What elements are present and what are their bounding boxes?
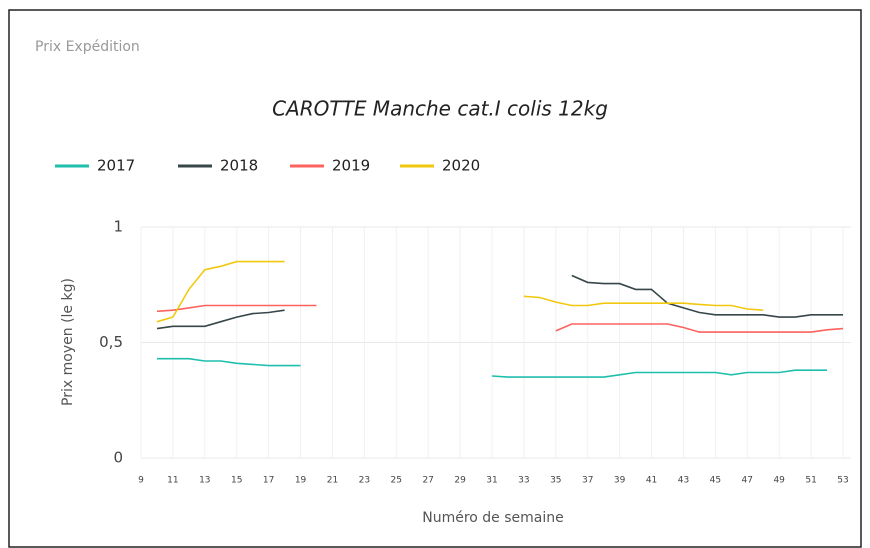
x-axis-label: Numéro de semaine bbox=[422, 510, 564, 526]
y-tick-label: 0,5 bbox=[99, 333, 123, 351]
series-line bbox=[156, 274, 843, 330]
x-tick-label: 31 bbox=[486, 476, 497, 486]
x-tick-label: 11 bbox=[167, 476, 178, 486]
y-tick-label: 1 bbox=[113, 218, 123, 236]
series-line bbox=[157, 357, 827, 378]
x-tick-label: 39 bbox=[614, 476, 626, 486]
x-tick-label: 35 bbox=[550, 476, 561, 486]
x-tick-label: 33 bbox=[518, 476, 529, 486]
x-tick-label: 47 bbox=[742, 476, 753, 486]
legend-label: 2018 bbox=[220, 157, 258, 175]
x-tick-label: 19 bbox=[295, 476, 307, 486]
x-tick-label: 41 bbox=[646, 476, 657, 486]
x-tick-label: 21 bbox=[327, 476, 338, 486]
legend-label: 2020 bbox=[442, 157, 480, 175]
y-axis-label: Prix moyen (le kg) bbox=[60, 278, 76, 406]
legend-label: 2019 bbox=[332, 157, 370, 175]
x-tick-label: 27 bbox=[422, 476, 433, 486]
chart-title: CAROTTE Manche cat.I colis 12kg bbox=[272, 97, 608, 121]
y-tick-label: 0 bbox=[113, 449, 123, 467]
header: Prix Expédition bbox=[35, 39, 140, 55]
x-tick-label: 43 bbox=[678, 476, 689, 486]
x-tick-label: 13 bbox=[199, 476, 210, 486]
x-tick-label: 51 bbox=[805, 476, 816, 486]
x-tick-label: 9 bbox=[138, 476, 144, 486]
series-line bbox=[156, 260, 764, 323]
x-tick-label: 49 bbox=[773, 476, 785, 486]
x-tick-label: 29 bbox=[454, 476, 466, 486]
x-tick-label: 23 bbox=[359, 476, 370, 486]
visual-border bbox=[8, 9, 862, 548]
x-tick-label: 17 bbox=[263, 476, 274, 486]
x-tick-label: 45 bbox=[710, 476, 721, 486]
series-line bbox=[156, 304, 844, 333]
x-tick-label: 25 bbox=[391, 476, 402, 486]
legend-label: 2017 bbox=[97, 157, 135, 175]
x-tick-label: 37 bbox=[582, 476, 593, 486]
x-tick-label: 53 bbox=[837, 476, 848, 486]
x-tick-label: 15 bbox=[231, 476, 242, 486]
